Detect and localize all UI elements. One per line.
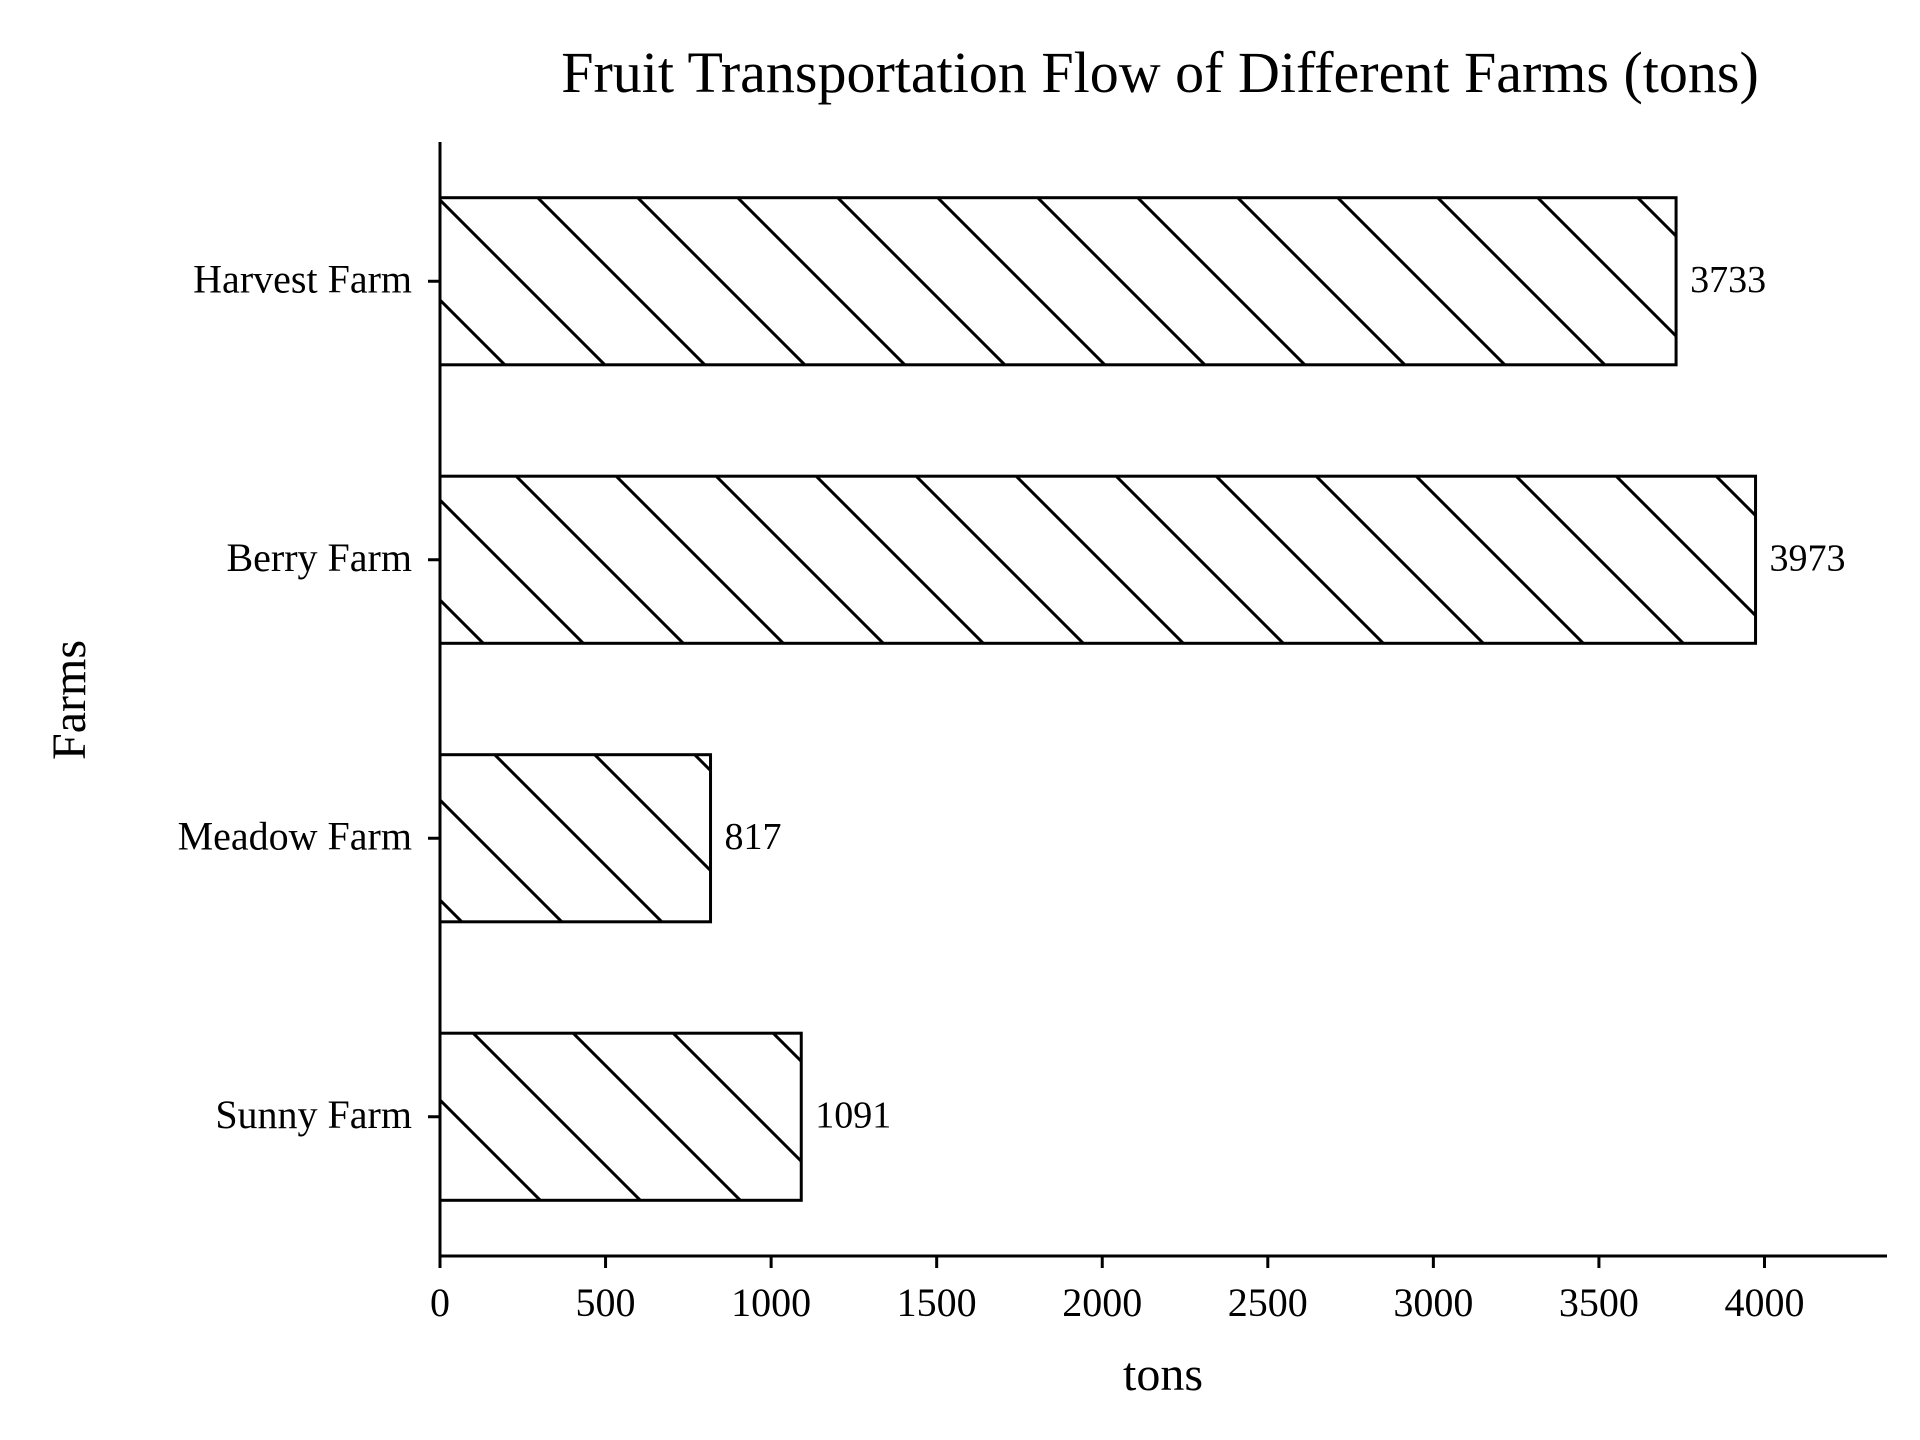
y-tick-label-harvest-farm: Harvest Farm [193,256,412,301]
x-tick-label-500: 500 [576,1280,636,1325]
x-axis-ticks: 0 500 1000 1500 2000 2500 3000 3500 4000 [430,1256,1804,1325]
x-tick-label-3000: 3000 [1393,1280,1473,1325]
x-tick-label-3500: 3500 [1559,1280,1639,1325]
y-tick-label-meadow-farm: Meadow Farm [178,813,412,858]
x-tick-label-0: 0 [430,1280,450,1325]
data-label-harvest-farm: 3733 [1690,259,1766,301]
bar-sunny-farm [438,1031,803,1202]
x-axis-label: tons [1123,1348,1203,1401]
bar-harvest-farm [438,196,1678,367]
x-tick-label-1000: 1000 [731,1280,811,1325]
data-label-meadow-farm: 817 [725,816,782,858]
x-tick-label-2500: 2500 [1228,1280,1308,1325]
y-axis-ticks: Harvest Farm Berry Farm Meadow Farm Sunny F… [178,256,440,1137]
bar-berry-farm [438,474,1758,645]
x-tick-label-2000: 2000 [1062,1280,1142,1325]
data-label-sunny-farm: 1091 [815,1094,891,1136]
chart-title: Fruit Transportation Flow of Different F… [561,40,1759,105]
x-tick-label-4000: 4000 [1724,1280,1804,1325]
data-label-berry-farm: 3973 [1770,537,1846,579]
bars-layer [438,196,1758,1202]
y-tick-label-berry-farm: Berry Farm [226,535,412,580]
data-labels-layer: 3733 3973 817 1091 [725,259,1846,1137]
y-axis-label: Farms [43,640,96,760]
bar-meadow-farm [438,753,713,924]
y-tick-label-sunny-farm: Sunny Farm [215,1092,412,1137]
x-tick-label-1500: 1500 [897,1280,977,1325]
